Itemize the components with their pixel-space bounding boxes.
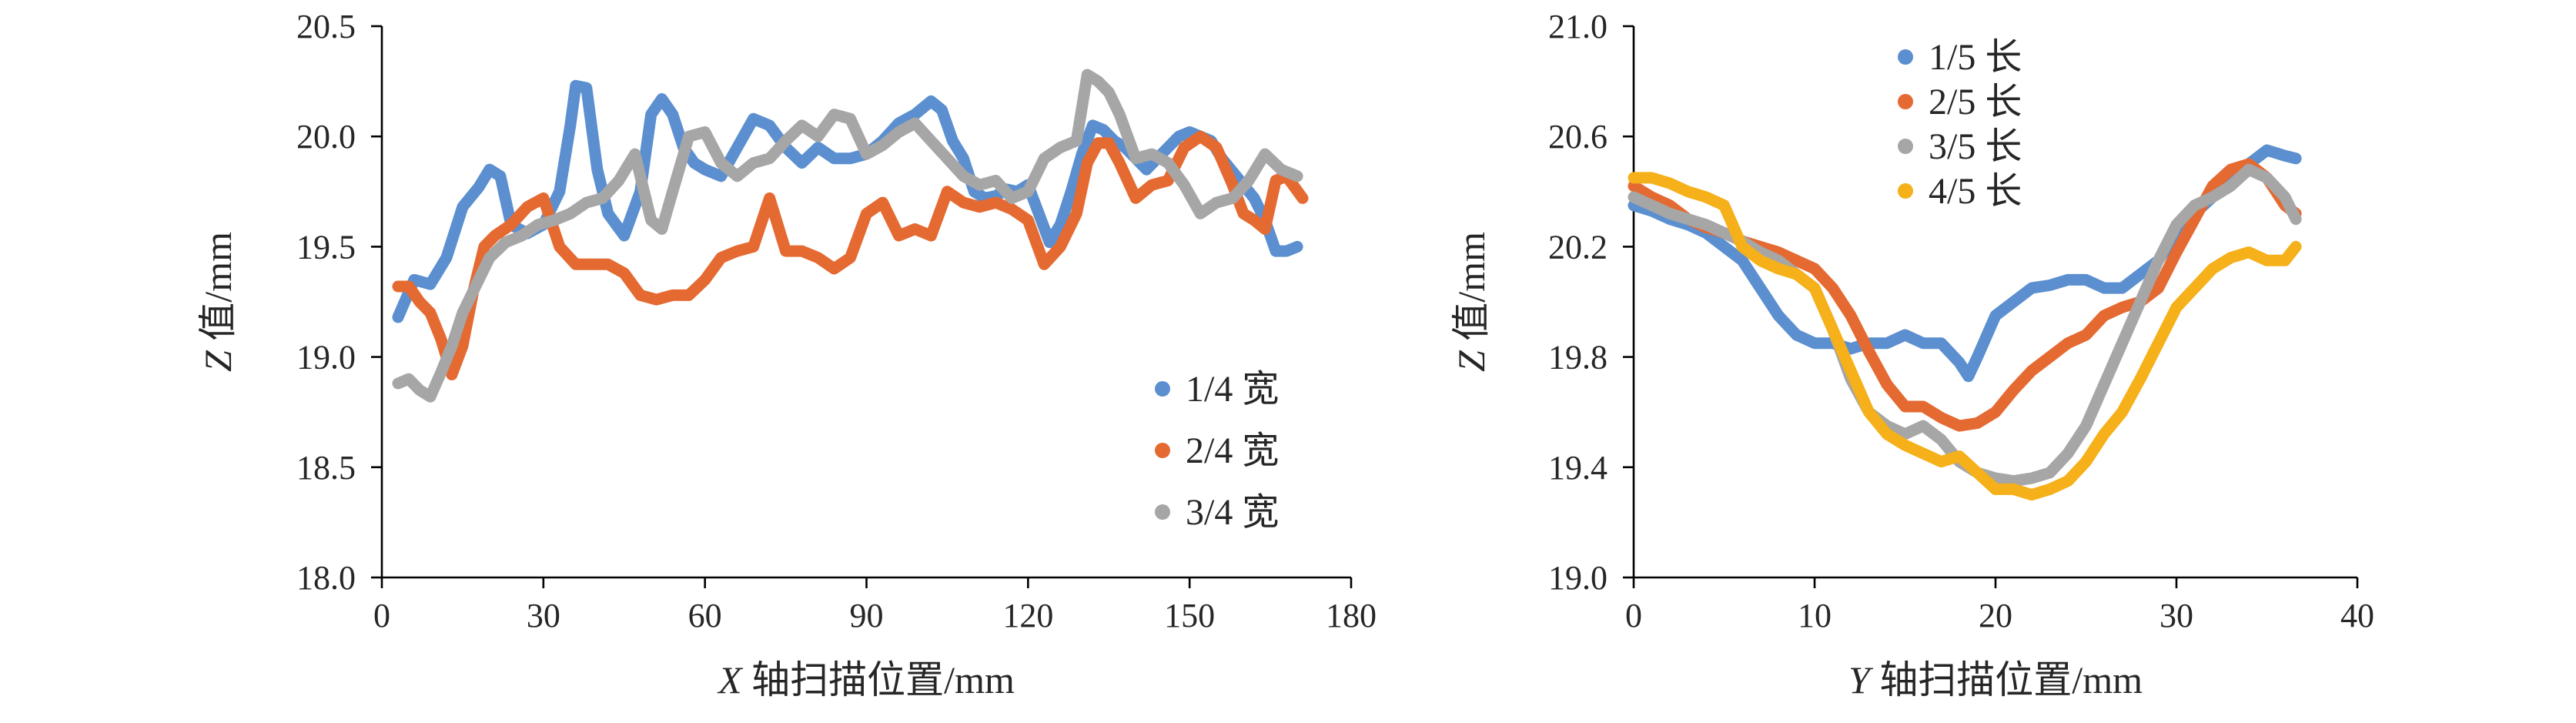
y-tick-label: 19.8 — [1548, 339, 1607, 377]
legend-marker — [1898, 183, 1913, 199]
y-tick-label: 18.5 — [296, 449, 356, 487]
y-tick-label: 18.0 — [296, 559, 356, 597]
legend-label: 3/4 宽 — [1186, 492, 1279, 533]
legend: 1/4 宽 2/4 宽 3/4 宽 — [1155, 369, 1279, 533]
x-axis-unit: 轴扫描位置/mm — [742, 658, 1015, 701]
y-tick-label: 20.2 — [1548, 228, 1607, 266]
legend-marker — [1155, 381, 1170, 397]
left-chart: 18.0 18.5 19.0 19.5 20.0 20.5 0 30 60 90 120 150 180… — [196, 8, 1377, 701]
x-axis-unit: 轴扫描位置/mm — [1870, 658, 2143, 701]
legend-marker — [1155, 443, 1170, 458]
legend-marker — [1898, 94, 1913, 109]
x-tick-label: 10 — [1798, 597, 1832, 634]
y-tick-label: 19.0 — [1548, 559, 1607, 597]
x-axis-variable: Y — [1848, 658, 1874, 701]
x-tick-label: 30 — [2159, 597, 2193, 634]
right-chart: 19.0 19.4 19.8 20.2 20.6 21.0 0 10 20 30 40 1/5 长2/… — [1450, 8, 2374, 701]
y-axis-title: Z 值/mm — [1450, 232, 1493, 372]
x-tick-label: 60 — [688, 597, 722, 634]
x-tick-label: 150 — [1164, 597, 1215, 634]
legend-marker — [1898, 139, 1913, 154]
legend-label: 1/4 宽 — [1186, 369, 1279, 410]
legend-marker — [1898, 49, 1913, 65]
y-axis-title: Z 值/mm — [196, 232, 239, 372]
x-axis-title: X 轴扫描位置/mm — [717, 658, 1015, 701]
x-tick-label: 20 — [1979, 597, 2012, 634]
series-line-4-5 — [1628, 172, 2302, 501]
y-tick-label: 20.5 — [296, 8, 356, 45]
x-axis-variable: X — [717, 658, 744, 701]
y-axis-variable: Z — [196, 350, 239, 372]
y-tick-label: 19.4 — [1548, 449, 1607, 487]
x-tick-label: 180 — [1326, 597, 1377, 634]
x-tick-label: 0 — [373, 597, 390, 634]
x-tick-label: 30 — [527, 597, 560, 634]
y-tick-label: 21.0 — [1548, 8, 1607, 45]
y-tick-label: 20.0 — [296, 118, 356, 156]
series-line-1-4 — [392, 79, 1303, 323]
series-line-2-4 — [392, 130, 1309, 380]
legend-marker — [1155, 504, 1170, 520]
legend-label: 4/5 长 — [1929, 171, 2022, 212]
y-axis-variable: Z — [1450, 350, 1493, 372]
x-tick-label: 90 — [850, 597, 884, 634]
legend-label: 3/5 长 — [1929, 126, 2022, 167]
legend-label: 2/5 长 — [1929, 82, 2022, 122]
legend-label: 2/4 宽 — [1186, 430, 1279, 471]
legend-label: 1/5 长 — [1929, 37, 2022, 78]
x-tick-label: 40 — [2340, 597, 2374, 634]
legend: 1/5 长2/5 长3/5 长4/5 长 — [1898, 37, 2022, 212]
y-axis-unit: 值/mm — [1450, 232, 1493, 350]
series-line-3-4 — [392, 69, 1303, 403]
y-tick-label: 19.0 — [296, 339, 356, 377]
x-tick-label: 120 — [1002, 597, 1053, 634]
x-axis-title: Y 轴扫描位置/mm — [1848, 658, 2143, 701]
y-axis-unit: 值/mm — [196, 232, 239, 350]
y-tick-label: 19.5 — [296, 228, 356, 266]
y-tick-label: 20.6 — [1548, 118, 1607, 156]
x-tick-label: 0 — [1625, 597, 1642, 634]
